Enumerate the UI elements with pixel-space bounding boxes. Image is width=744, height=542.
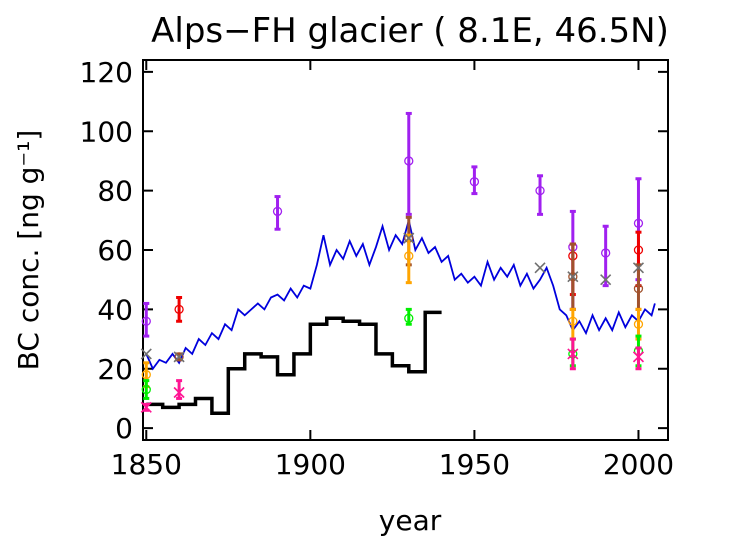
observation-point [633,218,644,228]
record-step-line [146,310,442,416]
chart-title: Alps−FH glacier ( 8.1E, 46.5N) [151,11,669,51]
observation-point [141,370,151,380]
y-tick-label: 20 [97,353,133,386]
observation-point [174,304,184,315]
observation-point [404,313,414,323]
observation-point [535,185,545,196]
x-tick-label: 2000 [603,448,674,481]
y-tick-label: 120 [80,56,133,89]
observation-point [632,351,645,363]
observation-point [633,319,644,329]
observation-point [272,206,283,217]
observation-point [600,274,612,286]
y-axis-label: BC conc. [ng g⁻¹] [12,130,45,371]
observation-point [173,386,185,399]
observation-point [633,283,644,294]
observation-point [173,351,185,363]
observation-point [567,348,579,360]
observation-point [469,177,480,187]
observation-point [404,156,414,166]
observation-point [141,384,151,395]
x-axis-label: year [379,504,442,537]
observation-point [568,316,578,326]
observation-point [140,348,152,360]
y-tick-label: 60 [97,234,133,267]
observation-point [633,245,644,255]
x-tick-label: 1900 [275,448,346,481]
observation-point [141,316,151,326]
x-tick-label: 1950 [439,448,510,481]
x-tick-label: 1850 [111,448,182,481]
observation-point [568,272,578,282]
observation-point [403,232,415,244]
y-tick-label: 80 [97,175,133,208]
y-tick-label: 0 [115,412,133,445]
observation-point [534,262,546,274]
model-line [145,220,656,371]
observation-point [404,251,414,261]
plot-frame [142,59,669,441]
y-tick-label: 40 [97,293,133,326]
observation-point [140,401,152,413]
observation-point [601,248,611,258]
observation-point [632,262,645,274]
observation-point [567,271,579,283]
observation-point [174,352,184,362]
y-tick-label: 100 [80,115,133,148]
